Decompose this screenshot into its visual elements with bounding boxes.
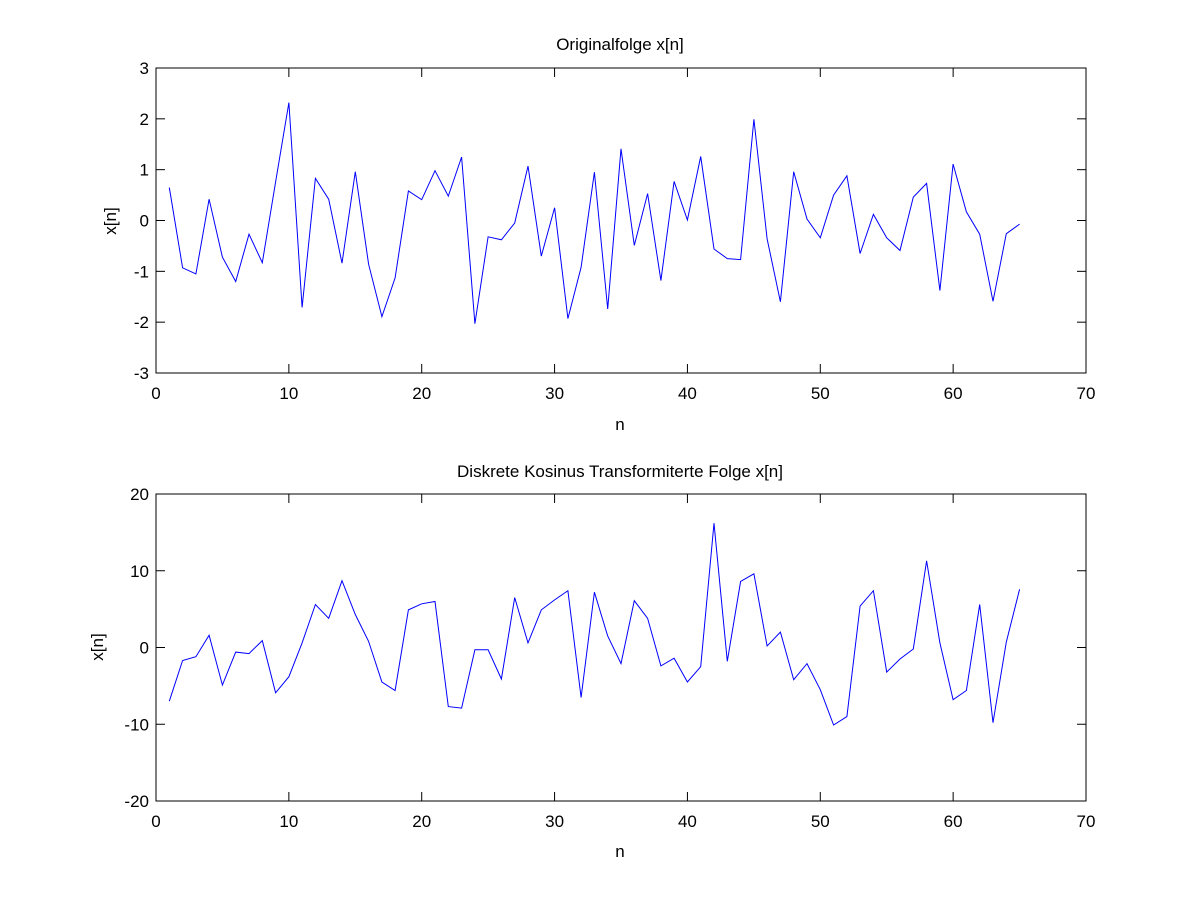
series-line-dct [168, 523, 1021, 726]
x-tick-label: 60 [944, 384, 963, 403]
y-axis-ticks: 20 10 0 -10 -20 [124, 485, 1086, 811]
x-tick-label: 30 [545, 384, 564, 403]
y-tick-label: -2 [134, 313, 149, 332]
plot-dct-sequence: Diskrete Kosinus Transformiterte Folge x… [88, 462, 1095, 861]
x-tick-label: 60 [944, 812, 963, 831]
y-tick-label: 10 [130, 562, 149, 581]
x-tick-label: 30 [545, 812, 564, 831]
x-tick-label: 0 [151, 812, 160, 831]
y-axis-label: x[n] [88, 633, 107, 660]
x-tick-label: 70 [1077, 812, 1096, 831]
plot-original-sequence: Originalfolge x[n] 0 10 20 30 40 50 60 70 3210-… [101, 35, 1095, 434]
y-tick-label: -10 [124, 715, 149, 734]
x-tick-label: 20 [412, 812, 431, 831]
y-tick-label: 20 [130, 485, 149, 504]
plot-title: Originalfolge x[n] [556, 35, 684, 54]
x-axis-label: n [615, 415, 624, 434]
x-tick-label: 20 [412, 384, 431, 403]
x-tick-label: 40 [678, 812, 697, 831]
x-tick-label: 70 [1077, 384, 1096, 403]
y-tick-label: 0 [140, 212, 149, 231]
y-axis-label: x[n] [101, 207, 120, 234]
x-axis-label: n [615, 842, 624, 861]
y-tick-label: 0 [140, 639, 149, 658]
x-axis-ticks: 0 10 20 30 40 50 60 70 [151, 494, 1095, 831]
series-line-original [168, 102, 1020, 324]
y-axis-ticks: 3 2 1 0 -1 -2 -3 [134, 59, 1086, 383]
x-tick-label: 40 [678, 384, 697, 403]
x-tick-label: 50 [811, 384, 830, 403]
axes-frame [155, 67, 1087, 374]
y-tick-label: 1 [140, 161, 149, 180]
y-tick-label: -3 [134, 364, 149, 383]
x-tick-label: 10 [279, 812, 298, 831]
y-tick-label: -20 [124, 792, 149, 811]
plot-title: Diskrete Kosinus Transformiterte Folge x… [457, 462, 783, 481]
x-axis-ticks: 0 10 20 30 40 50 60 70 [151, 68, 1095, 403]
y-tick-label: 3 [140, 59, 149, 78]
axes-frame [155, 493, 1087, 802]
y-tick-label: -1 [134, 262, 149, 281]
x-tick-label: 10 [279, 384, 298, 403]
x-tick-label: 50 [811, 812, 830, 831]
x-tick-label: 0 [151, 384, 160, 403]
y-tick-label: 2 [140, 110, 149, 129]
